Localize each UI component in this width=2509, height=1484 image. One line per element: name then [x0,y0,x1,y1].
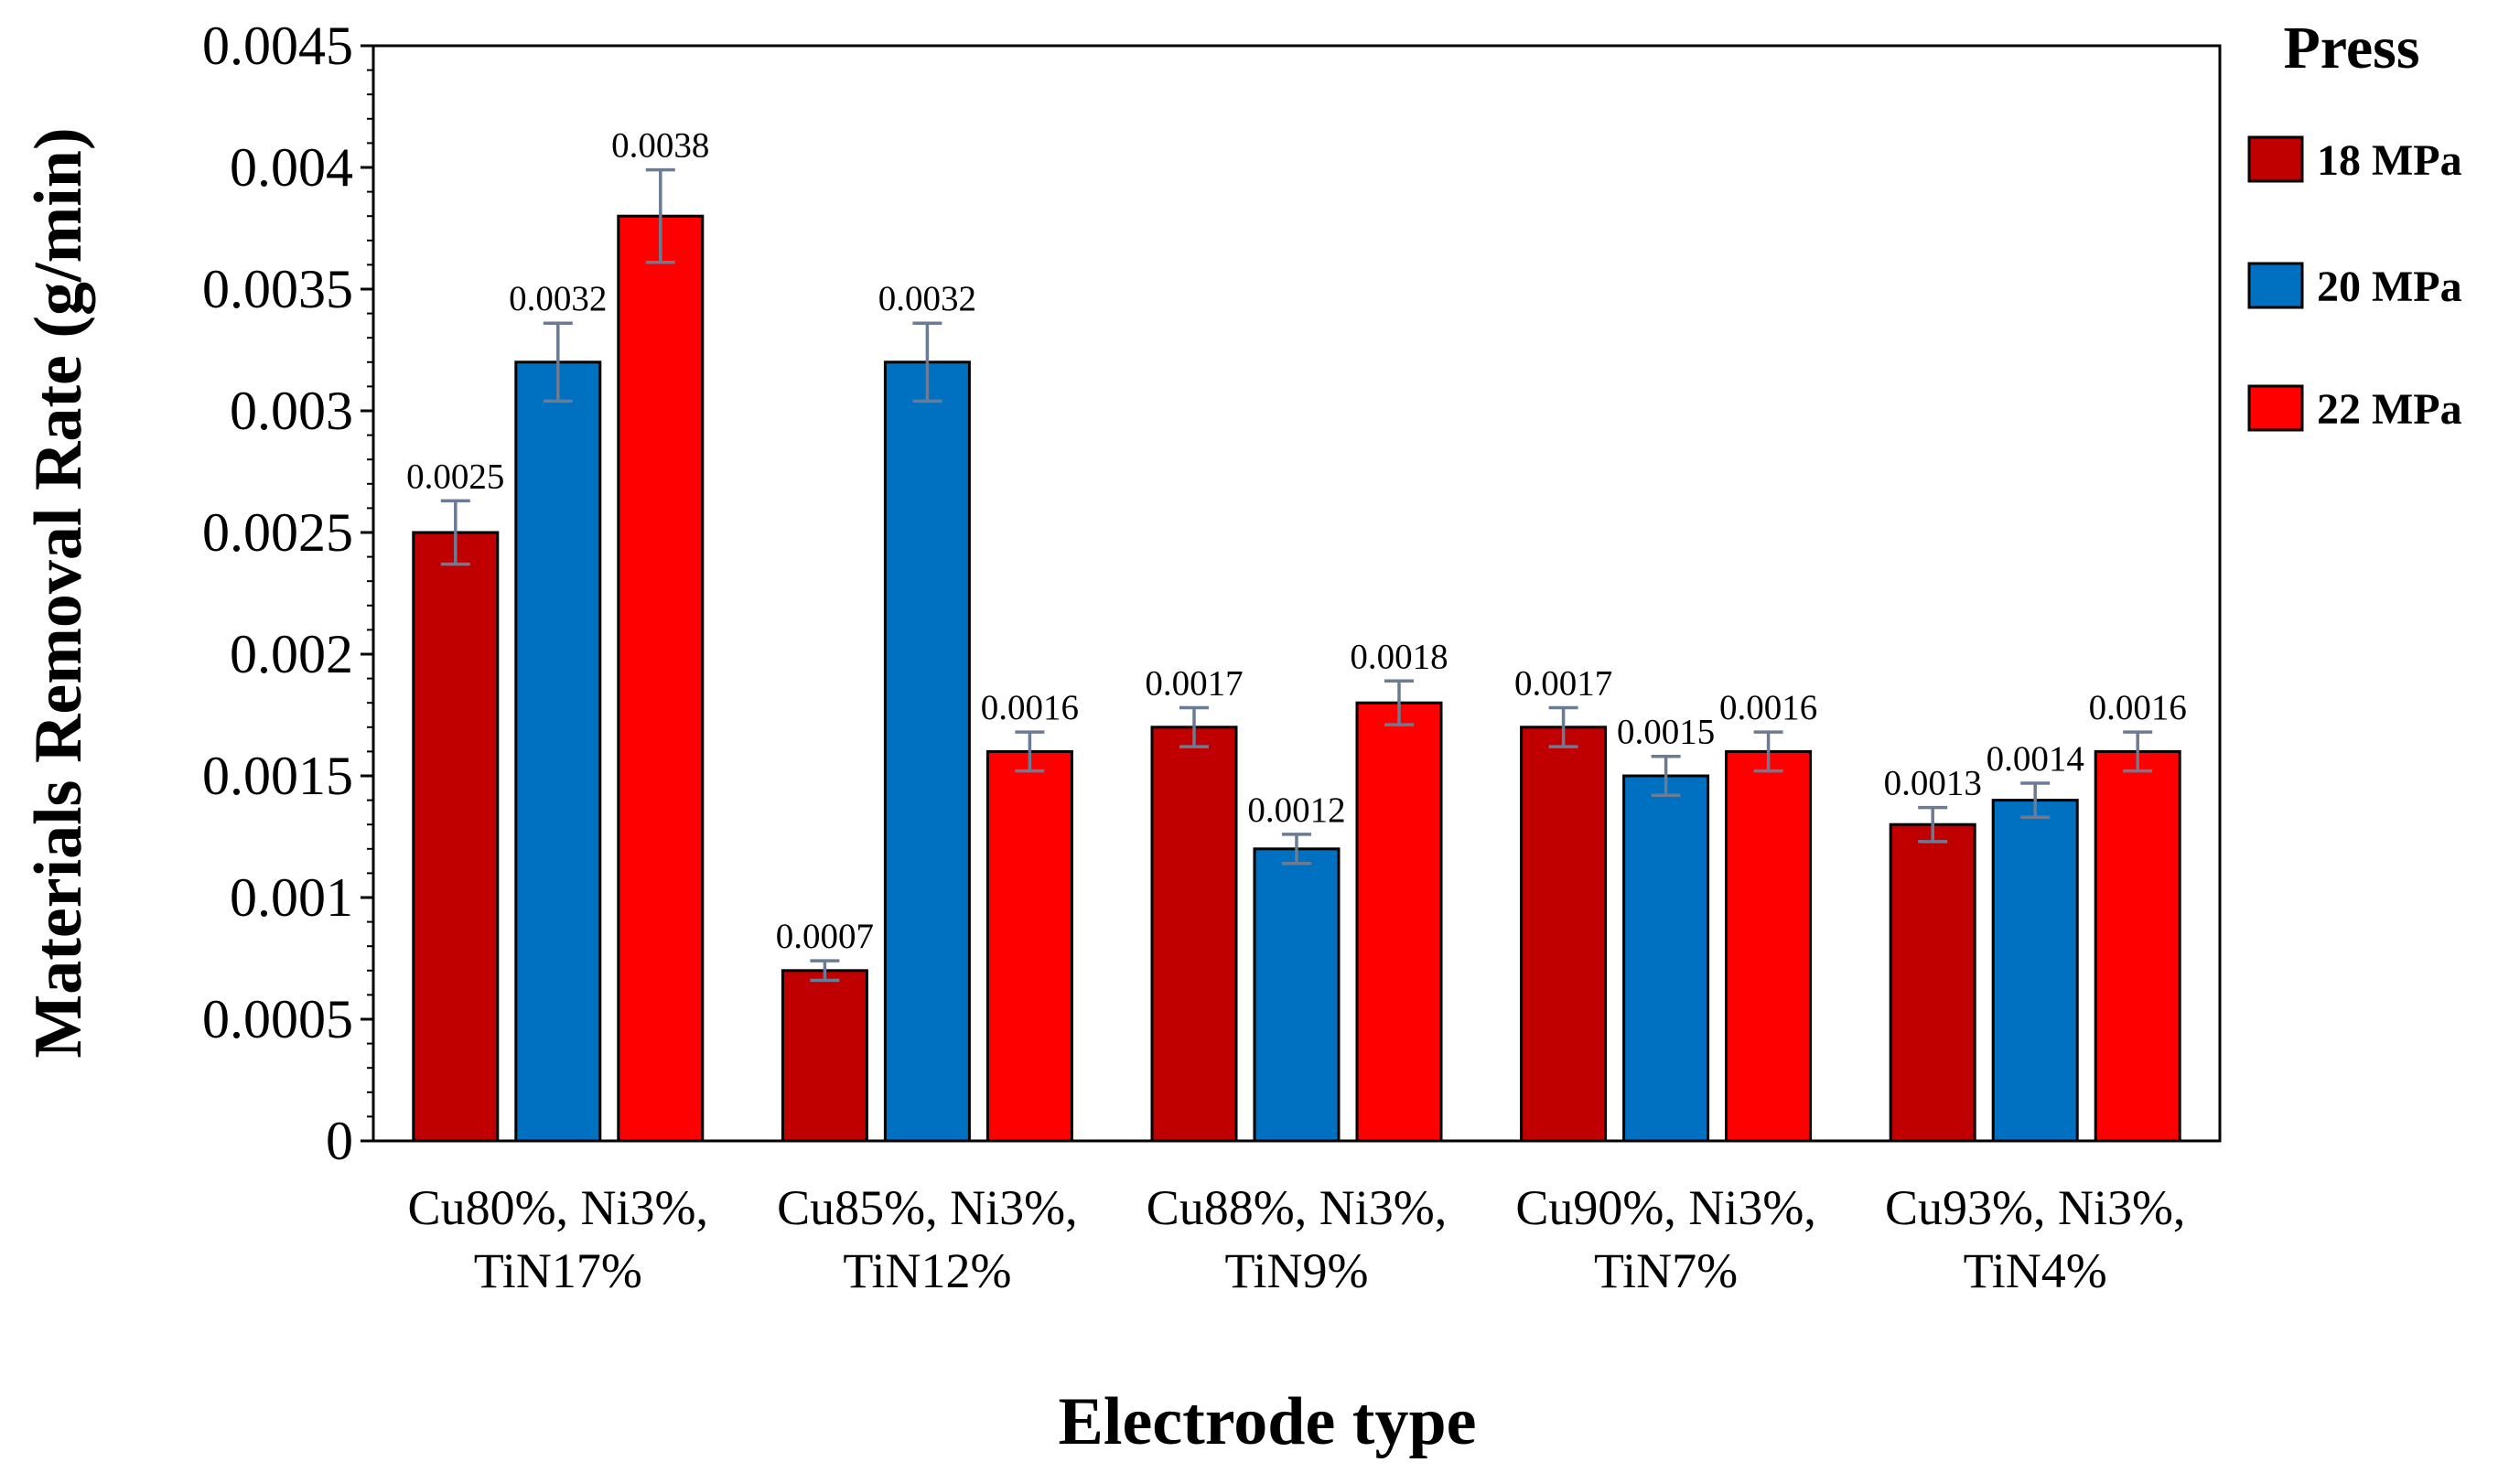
category-label-line2: TiN7% [1594,1243,1738,1298]
category-labels: Cu80%, Ni3%, TiN17% Cu85%, Ni3%, TiN12% Cu88… [408,1180,2186,1298]
y-tick-label: 0.0035 [202,259,353,319]
legend: Press 18 MPa 20 MPa 22 MPa [2247,15,2462,434]
y-tick-label: 0.001 [230,867,353,928]
category-label-line1: Cu90%, Ni3%, [1515,1180,1815,1235]
category-label-line1: Cu88%, Ni3%, [1147,1180,1447,1235]
category-label-line2: TiN9% [1224,1243,1368,1298]
data-label: 0.0018 [1350,637,1448,676]
y-tick-label: 0.0045 [202,16,353,76]
legend-title: Press [2283,15,2419,81]
x-axis-title: Electrode type [1059,1384,1477,1459]
legend-swatch [2247,384,2304,432]
legend-label: 20 MPa [2317,263,2462,311]
category-label-line2: TiN12% [843,1243,1011,1298]
bar [1355,701,1443,1143]
data-label: 0.0015 [1617,713,1715,752]
data-label: 0.0025 [406,457,504,496]
category-label-line1: Cu80%, Ni3%, [408,1180,708,1235]
bar [412,531,500,1143]
legend-label: 22 MPa [2317,385,2462,434]
y-tick-label: 0.003 [230,381,353,441]
data-label: 0.0038 [611,126,709,166]
data-label: 0.0017 [1145,664,1243,704]
bar [1622,774,1710,1143]
data-label: 0.0016 [1719,688,1817,727]
legend-label: 18 MPa [2317,136,2462,185]
y-tick-label: 0.004 [230,137,353,198]
legend-swatch [2247,262,2304,309]
y-tick-label: 0.0015 [202,746,353,806]
y-tick-label: 0.0025 [202,502,353,563]
bar [985,749,1073,1143]
bar [1520,726,1608,1143]
y-axis-ticks: 0 0.0005 0.001 0.0015 0.002 0.0025 0.003 0.0035… [202,16,373,1171]
bar [1889,823,1976,1143]
data-label: 0.0017 [1514,664,1612,704]
bar [781,969,868,1143]
plot-area-frame [372,44,2222,1143]
data-label: 0.0016 [2089,688,2187,727]
data-labels: 0.00250.00320.00380.00070.00320.00160.00… [406,126,2187,957]
category-label-line2: TiN17% [474,1243,642,1298]
data-label: 0.0032 [509,279,607,318]
bar [1150,726,1238,1143]
y-tick-label: 0.002 [230,624,353,684]
bar [1725,749,1813,1143]
bar [1253,847,1341,1143]
bar [617,214,705,1143]
data-label: 0.0013 [1884,764,1982,803]
legend-swatch [2247,135,2304,183]
data-label: 0.0007 [776,917,874,956]
y-axis-title: Materials Removal Rate (g/min) [21,127,96,1058]
bars [412,214,2181,1143]
category-label-line1: Cu85%, Ni3%, [777,1180,1077,1235]
y-tick-label: 0 [326,1111,353,1171]
y-tick-label: 0.0005 [202,989,353,1049]
error-bars [440,167,2153,983]
bar [1991,799,2079,1143]
category-label-line2: TiN4% [1964,1243,2107,1298]
data-label: 0.0014 [1987,739,2084,779]
data-label: 0.0016 [981,688,1079,727]
bar [514,360,602,1143]
bar [883,360,971,1143]
category-label-line1: Cu93%, Ni3%, [1885,1180,2185,1235]
data-label: 0.0012 [1247,790,1345,830]
data-label: 0.0032 [878,279,976,318]
bar [2094,749,2181,1143]
